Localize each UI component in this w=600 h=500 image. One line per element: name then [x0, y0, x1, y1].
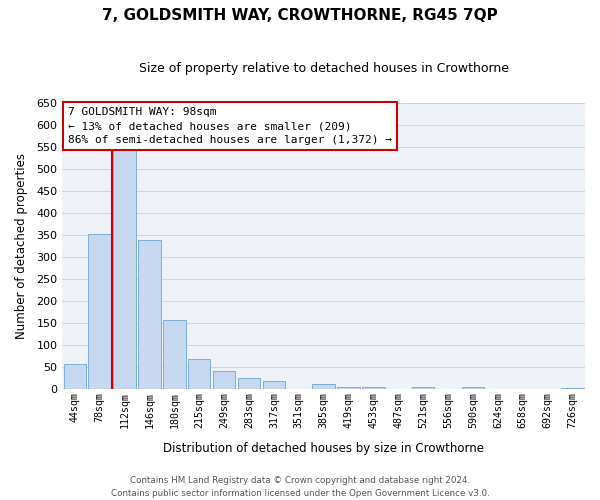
Bar [138, 240, 161, 390]
Bar [263, 380, 285, 390]
Bar [113, 150, 136, 390]
Bar [64, 364, 86, 390]
Y-axis label: Number of detached properties: Number of detached properties [15, 153, 28, 339]
X-axis label: Distribution of detached houses by size in Crowthorne: Distribution of detached houses by size … [163, 442, 484, 455]
Bar [562, 388, 584, 390]
Text: 7 GOLDSMITH WAY: 98sqm
← 13% of detached houses are smaller (209)
86% of semi-de: 7 GOLDSMITH WAY: 98sqm ← 13% of detached… [68, 108, 392, 146]
Bar [213, 371, 235, 390]
Bar [412, 386, 434, 390]
Title: Size of property relative to detached houses in Crowthorne: Size of property relative to detached ho… [139, 62, 509, 76]
Bar [362, 387, 385, 390]
Bar [163, 320, 185, 390]
Bar [188, 360, 211, 390]
Bar [337, 386, 360, 390]
Text: Contains HM Land Registry data © Crown copyright and database right 2024.
Contai: Contains HM Land Registry data © Crown c… [110, 476, 490, 498]
Bar [88, 234, 111, 390]
Bar [462, 387, 484, 390]
Bar [238, 378, 260, 390]
Text: 7, GOLDSMITH WAY, CROWTHORNE, RG45 7QP: 7, GOLDSMITH WAY, CROWTHORNE, RG45 7QP [102, 8, 498, 22]
Bar [313, 384, 335, 390]
